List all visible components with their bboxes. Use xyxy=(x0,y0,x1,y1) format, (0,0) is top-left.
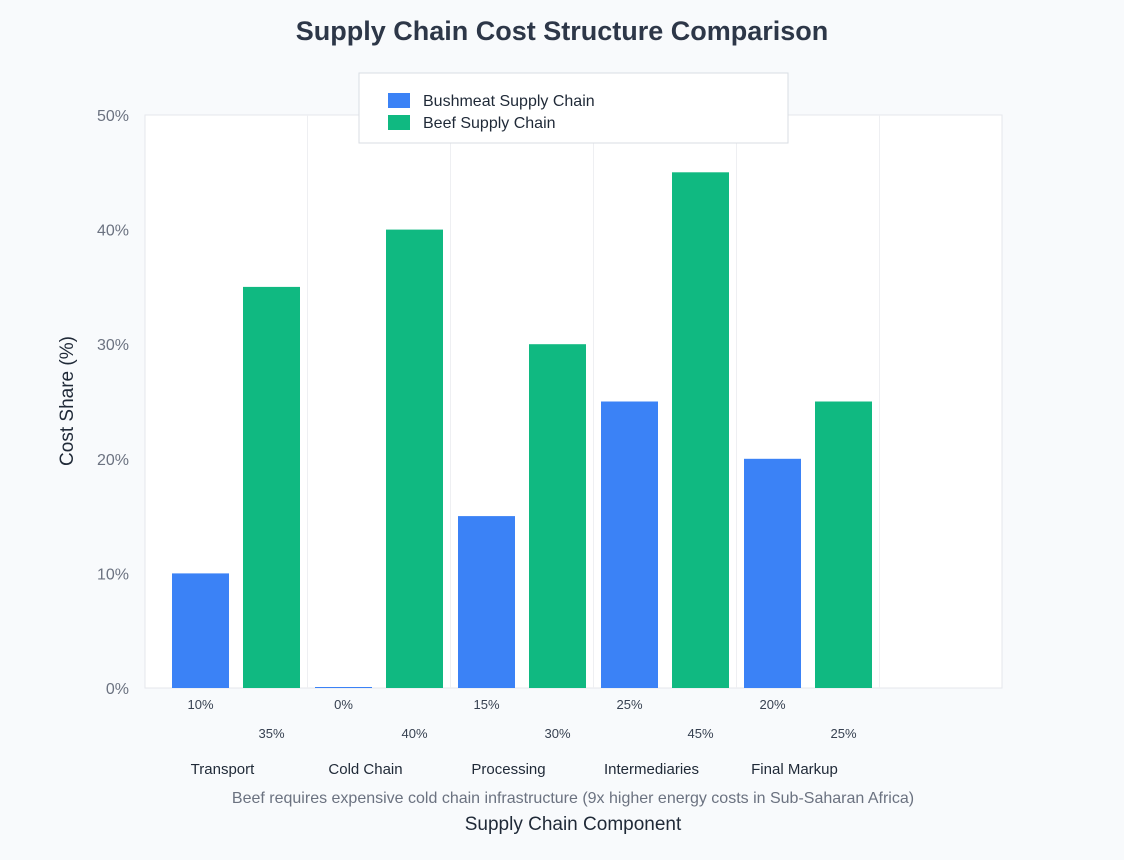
category-label: Final Markup xyxy=(751,761,838,778)
y-tick-label: 0% xyxy=(106,681,129,698)
y-axis-ticks: 0% 10% 20% 30% 40% 50% xyxy=(97,108,129,698)
bar xyxy=(815,401,872,688)
bar xyxy=(458,516,515,688)
bar-value-label: 35% xyxy=(258,726,284,741)
category-labels: Transport Cold Chain Processing Intermediar… xyxy=(191,761,838,778)
bar xyxy=(529,344,586,688)
bar-value-label: 15% xyxy=(473,697,499,712)
bar xyxy=(315,687,372,688)
grid-lines xyxy=(307,115,880,688)
y-tick-label: 40% xyxy=(97,223,129,240)
bar-value-label: 25% xyxy=(830,726,856,741)
legend-swatch xyxy=(388,93,410,108)
y-axis-title: Cost Share (%) xyxy=(57,336,78,466)
bar-value-label: 30% xyxy=(544,726,570,741)
bars xyxy=(172,172,872,689)
y-tick-label: 30% xyxy=(97,337,129,354)
bar xyxy=(172,573,229,688)
legend: Bushmeat Supply Chain Beef Supply Chain xyxy=(358,72,789,144)
bar xyxy=(243,286,300,688)
bar-value-label: 10% xyxy=(187,697,213,712)
bar xyxy=(744,458,801,688)
bar-value-label: 25% xyxy=(616,697,642,712)
legend-box xyxy=(358,72,789,144)
bar-value-label: 20% xyxy=(759,697,785,712)
bar-value-label: 40% xyxy=(401,726,427,741)
bar-value-label: 0% xyxy=(334,697,353,712)
value-labels: 10% 35% 0% 40% 15% 30% 25% 45% 20% 25% xyxy=(187,697,856,741)
category-label: Cold Chain xyxy=(328,761,402,778)
category-label: Transport xyxy=(191,761,255,778)
bar xyxy=(386,229,443,688)
chart-title: Supply Chain Cost Structure Comparison xyxy=(295,16,829,46)
x-axis-title: Supply Chain Component xyxy=(465,814,682,835)
bar-value-label: 45% xyxy=(687,726,713,741)
legend-swatch xyxy=(388,115,410,130)
y-tick-label: 20% xyxy=(97,452,129,469)
bar xyxy=(672,172,729,689)
category-label: Processing xyxy=(471,761,545,778)
legend-label: Beef Supply Chain xyxy=(423,115,556,132)
legend-label: Bushmeat Supply Chain xyxy=(423,93,595,110)
bar xyxy=(601,401,658,688)
y-tick-label: 10% xyxy=(97,566,129,583)
y-tick-label: 50% xyxy=(97,108,129,125)
chart-annotation: Beef requires expensive cold chain infra… xyxy=(232,790,914,807)
category-label: Intermediaries xyxy=(604,761,699,778)
